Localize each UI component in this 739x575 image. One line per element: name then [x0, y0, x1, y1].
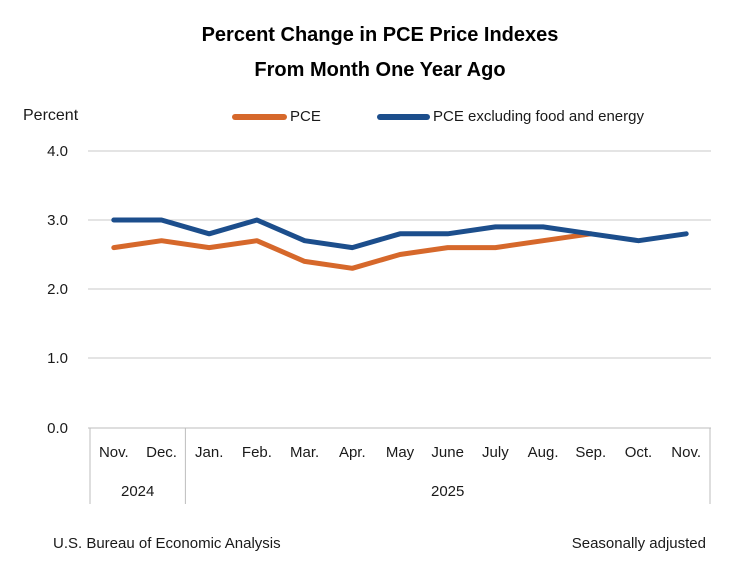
y-tick-label: 2.0	[47, 281, 68, 298]
series-line-pce-excluding-food-and-energy	[111, 217, 689, 251]
x-tick-label: Feb.	[242, 444, 272, 461]
y-tick-label: 0.0	[47, 420, 68, 437]
x-tick-label: July	[482, 444, 509, 461]
chart-title-line2: From Month One Year Ago	[254, 59, 506, 81]
x-tick-label: June	[431, 444, 464, 461]
x-tick-label: Nov.	[99, 444, 129, 461]
x-tick-label: Jan.	[195, 444, 223, 461]
series-line-pce	[111, 231, 594, 271]
year-label-2024: 2024	[121, 483, 154, 500]
y-axis-unit-label: Percent	[23, 107, 79, 124]
year-label-2025: 2025	[431, 483, 464, 500]
y-tick-label: 4.0	[47, 143, 68, 160]
x-tick-label: Aug.	[528, 444, 559, 461]
x-tick-label: Apr.	[339, 444, 366, 461]
legend-swatch-pce	[232, 114, 287, 120]
chart-title: Percent Change in PCE Price Indexes From…	[60, 18, 700, 88]
source-attribution: U.S. Bureau of Economic Analysis	[53, 535, 281, 552]
seasonal-adjustment-note: Seasonally adjusted	[571, 535, 706, 552]
x-tick-label: Oct.	[625, 444, 653, 461]
chart-title-line1: Percent Change in PCE Price Indexes	[201, 24, 559, 46]
legend-label-pce: PCE	[290, 108, 321, 125]
y-tick-label: 1.0	[47, 350, 68, 367]
legend-label-pce-excluding-food-and-energy: PCE excluding food and energy	[433, 108, 644, 125]
x-tick-label: Nov.	[671, 444, 701, 461]
x-tick-label: Sep.	[575, 444, 606, 461]
y-tick-label: 3.0	[47, 212, 68, 229]
x-tick-label: Dec.	[146, 444, 177, 461]
x-tick-label: Mar.	[290, 444, 319, 461]
x-tick-label: May	[386, 444, 415, 461]
legend-swatch-pce-excluding-food-and-energy	[377, 114, 430, 120]
